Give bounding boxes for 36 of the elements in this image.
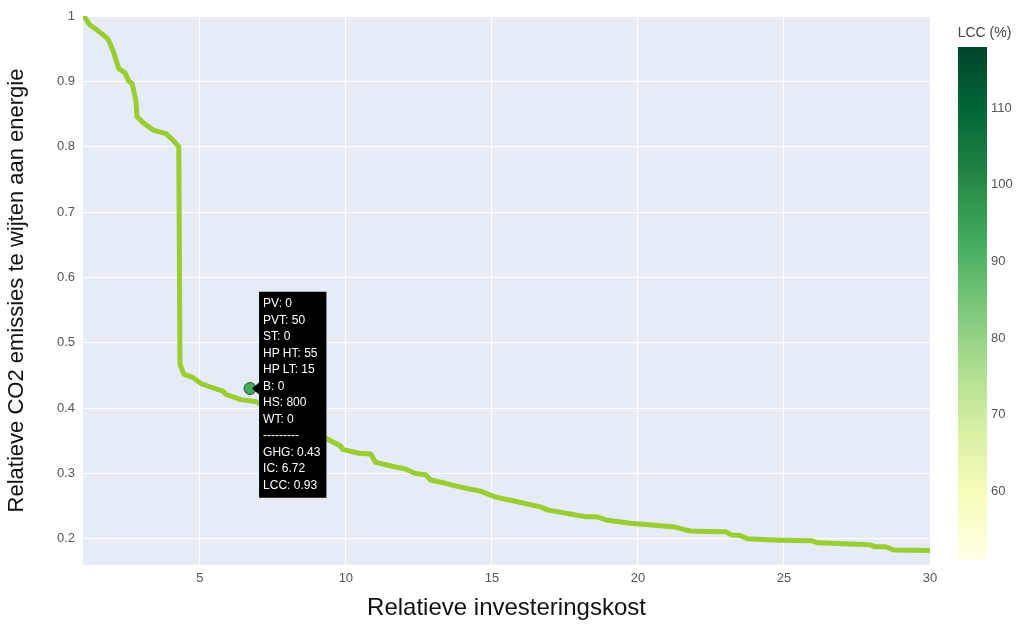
color-bar-label: 100: [991, 176, 1013, 192]
color-bar-title: LCC (%): [957, 23, 1012, 40]
annotation: HS: 800: [263, 395, 307, 410]
annotation: HP LT: 15: [263, 362, 315, 377]
x-tick-label: 25: [776, 570, 792, 586]
x-tick-label: 30: [922, 570, 938, 586]
color-bar-label: 110: [991, 99, 1012, 115]
y-tick-label: 0.8: [56, 138, 75, 154]
annotation: IC: 6.72: [263, 461, 306, 476]
x-tick-label: 10: [338, 570, 354, 586]
y-tick-label: 0.6: [56, 269, 75, 285]
color-bar-label: 90: [991, 252, 1006, 268]
y-tick-label: 0.3: [56, 465, 75, 481]
color-bar-label: 60: [991, 482, 1006, 498]
annotation: WT: 0: [263, 411, 295, 426]
color-bar-label: 80: [991, 329, 1006, 345]
y-axis-title: Relatieve CO2 emissies te wijten aan energie: [3, 68, 29, 513]
annotation: PV: 0: [263, 296, 293, 311]
annotation: ST: 0: [263, 329, 291, 344]
annotation: PVT: 50: [263, 312, 306, 327]
annotation: B: 0: [263, 378, 285, 393]
annotation: ---------: [263, 428, 300, 443]
y-tick-label: 0.2: [56, 530, 75, 546]
annotation: LCC: 0.93: [263, 477, 318, 492]
y-tick-label: 0.4: [56, 399, 75, 415]
y-tick-label: 0.7: [56, 203, 75, 219]
x-axis-title: Relatieve investeringskost: [367, 593, 647, 621]
color-bar-label: 70: [991, 406, 1006, 422]
annotation: HP HT: 55: [263, 345, 318, 360]
annotation: GHG: 0.43: [263, 444, 321, 459]
y-tick-label: 0.5: [56, 334, 75, 350]
y-tick-label: 0.9: [56, 72, 75, 88]
y-tick-label: 1: [67, 7, 75, 23]
x-tick-label: 20: [630, 570, 646, 586]
x-tick-label: 15: [484, 570, 500, 586]
x-tick-label: 5: [196, 570, 204, 586]
